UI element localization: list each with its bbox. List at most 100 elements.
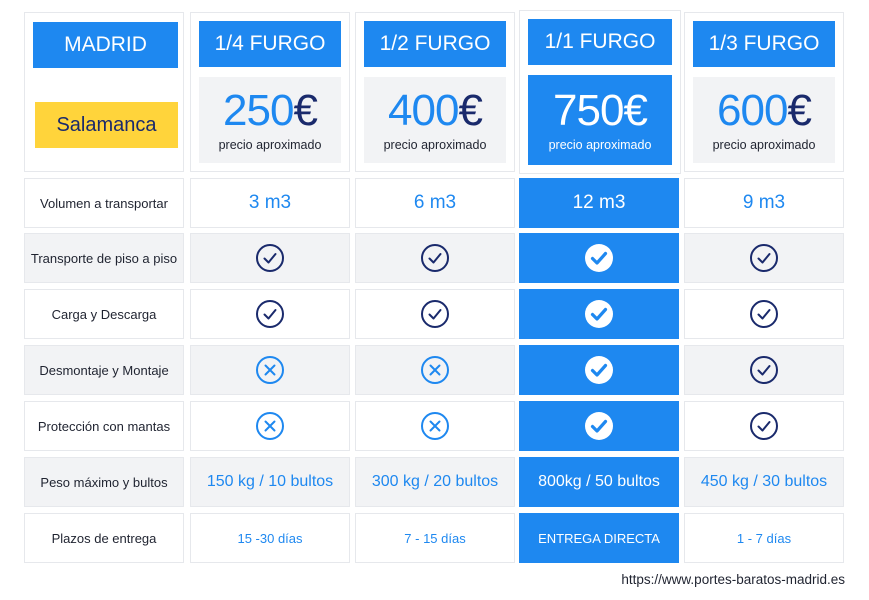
feature-value: 800kg / 50 bultos [538, 473, 660, 490]
feature-cell [355, 233, 515, 283]
price-box: 250€ precio aproximado [199, 77, 341, 163]
feature-value: 7 - 15 días [404, 530, 466, 546]
price-amount: 600 [717, 86, 788, 135]
feature-cell [684, 289, 844, 339]
row-label: Plazos de entrega [51, 530, 157, 546]
row-label: Carga y Descarga [51, 306, 157, 322]
feature-value: ENTREGA DIRECTA [538, 530, 660, 546]
price-currency: € [293, 86, 318, 135]
check-icon [421, 300, 449, 328]
check-icon [585, 300, 613, 328]
website-url[interactable]: https://www.portes-baratos-madrid.es [621, 572, 845, 587]
plan-price: 750€ [553, 86, 648, 135]
check-icon [585, 244, 613, 272]
plan-title: 1/1 FURGO [528, 19, 672, 65]
price-note: precio aproximado [548, 138, 652, 152]
price-note: precio aproximado [383, 138, 487, 152]
row-label: Transporte de piso a piso [30, 250, 178, 266]
feature-value: 12 m3 [572, 192, 626, 213]
row-label-cell: Transporte de piso a piso [24, 233, 184, 283]
feature-value: 1 - 7 días [736, 530, 792, 546]
plan-title: 1/4 FURGO [199, 21, 341, 67]
check-icon [421, 244, 449, 272]
feature-cell [684, 401, 844, 451]
check-icon [750, 300, 778, 328]
feature-value: 450 kg / 30 bultos [700, 473, 828, 490]
check-icon [750, 244, 778, 272]
cross-icon [256, 356, 284, 384]
feature-cell: 15 -30 días [190, 513, 350, 563]
route-header [24, 12, 184, 172]
feature-cell [519, 401, 679, 451]
price-currency: € [458, 86, 483, 135]
check-icon [585, 412, 613, 440]
plan-title: 1/3 FURGO [693, 21, 835, 67]
feature-value: 6 m3 [413, 192, 457, 213]
row-label-cell: Carga y Descarga [24, 289, 184, 339]
plan-title: 1/2 FURGO [364, 21, 506, 67]
feature-cell: ENTREGA DIRECTA [519, 513, 679, 563]
price-box: 400€ precio aproximado [364, 77, 506, 163]
price-box: 750€ precio aproximado [528, 75, 672, 165]
feature-cell: 6 m3 [355, 178, 515, 228]
feature-cell: 9 m3 [684, 178, 844, 228]
origin-city-badge: MADRID [33, 22, 178, 68]
cross-icon [421, 412, 449, 440]
plan-price: 400€ [388, 86, 483, 135]
row-label-cell: Protección con mantas [24, 401, 184, 451]
row-label: Desmontaje y Montaje [39, 362, 169, 378]
feature-value: 150 kg / 10 bultos [206, 473, 334, 490]
feature-cell: 800kg / 50 bultos [519, 457, 679, 507]
feature-value: 9 m3 [742, 192, 786, 213]
price-box: 600€ precio aproximado [693, 77, 835, 163]
destination-city-badge: Salamanca [35, 102, 178, 148]
feature-cell [355, 401, 515, 451]
price-note: precio aproximado [712, 138, 816, 152]
feature-value: 15 -30 días [237, 530, 303, 546]
feature-cell: 450 kg / 30 bultos [684, 457, 844, 507]
feature-cell [190, 233, 350, 283]
plan-price: 600€ [717, 86, 812, 135]
plan-header-1: 1/4 FURGO 250€ precio aproximado [190, 12, 350, 172]
feature-cell [519, 233, 679, 283]
check-icon [750, 356, 778, 384]
feature-cell: 12 m3 [519, 178, 679, 228]
feature-cell [355, 345, 515, 395]
feature-cell [190, 289, 350, 339]
feature-value: 3 m3 [248, 192, 292, 213]
feature-cell [519, 289, 679, 339]
plan-header-3: 1/1 FURGO 750€ precio aproximado [519, 10, 681, 174]
price-amount: 750 [553, 86, 624, 135]
feature-cell: 7 - 15 días [355, 513, 515, 563]
price-currency: € [787, 86, 812, 135]
plan-header-4: 1/3 FURGO 600€ precio aproximado [684, 12, 844, 172]
feature-value: 300 kg / 20 bultos [371, 473, 499, 490]
row-label: Protección con mantas [37, 418, 171, 434]
price-amount: 400 [388, 86, 459, 135]
row-label: Peso máximo y bultos [40, 474, 168, 490]
row-label-cell: Desmontaje y Montaje [24, 345, 184, 395]
feature-cell [190, 345, 350, 395]
check-icon [256, 244, 284, 272]
cross-icon [421, 356, 449, 384]
check-icon [585, 356, 613, 384]
feature-cell [355, 289, 515, 339]
row-label-cell: Volumen a transportar [24, 178, 184, 228]
feature-cell [684, 345, 844, 395]
cross-icon [256, 412, 284, 440]
plan-header-2: 1/2 FURGO 400€ precio aproximado [355, 12, 515, 172]
check-icon [750, 412, 778, 440]
feature-cell: 150 kg / 10 bultos [190, 457, 350, 507]
feature-cell [684, 233, 844, 283]
feature-cell: 300 kg / 20 bultos [355, 457, 515, 507]
row-label-cell: Peso máximo y bultos [24, 457, 184, 507]
row-label: Volumen a transportar [40, 195, 168, 211]
price-amount: 250 [223, 86, 294, 135]
plan-price: 250€ [223, 86, 318, 135]
feature-cell [519, 345, 679, 395]
feature-cell: 1 - 7 días [684, 513, 844, 563]
feature-cell: 3 m3 [190, 178, 350, 228]
price-note: precio aproximado [218, 138, 322, 152]
row-label-cell: Plazos de entrega [24, 513, 184, 563]
feature-cell [190, 401, 350, 451]
